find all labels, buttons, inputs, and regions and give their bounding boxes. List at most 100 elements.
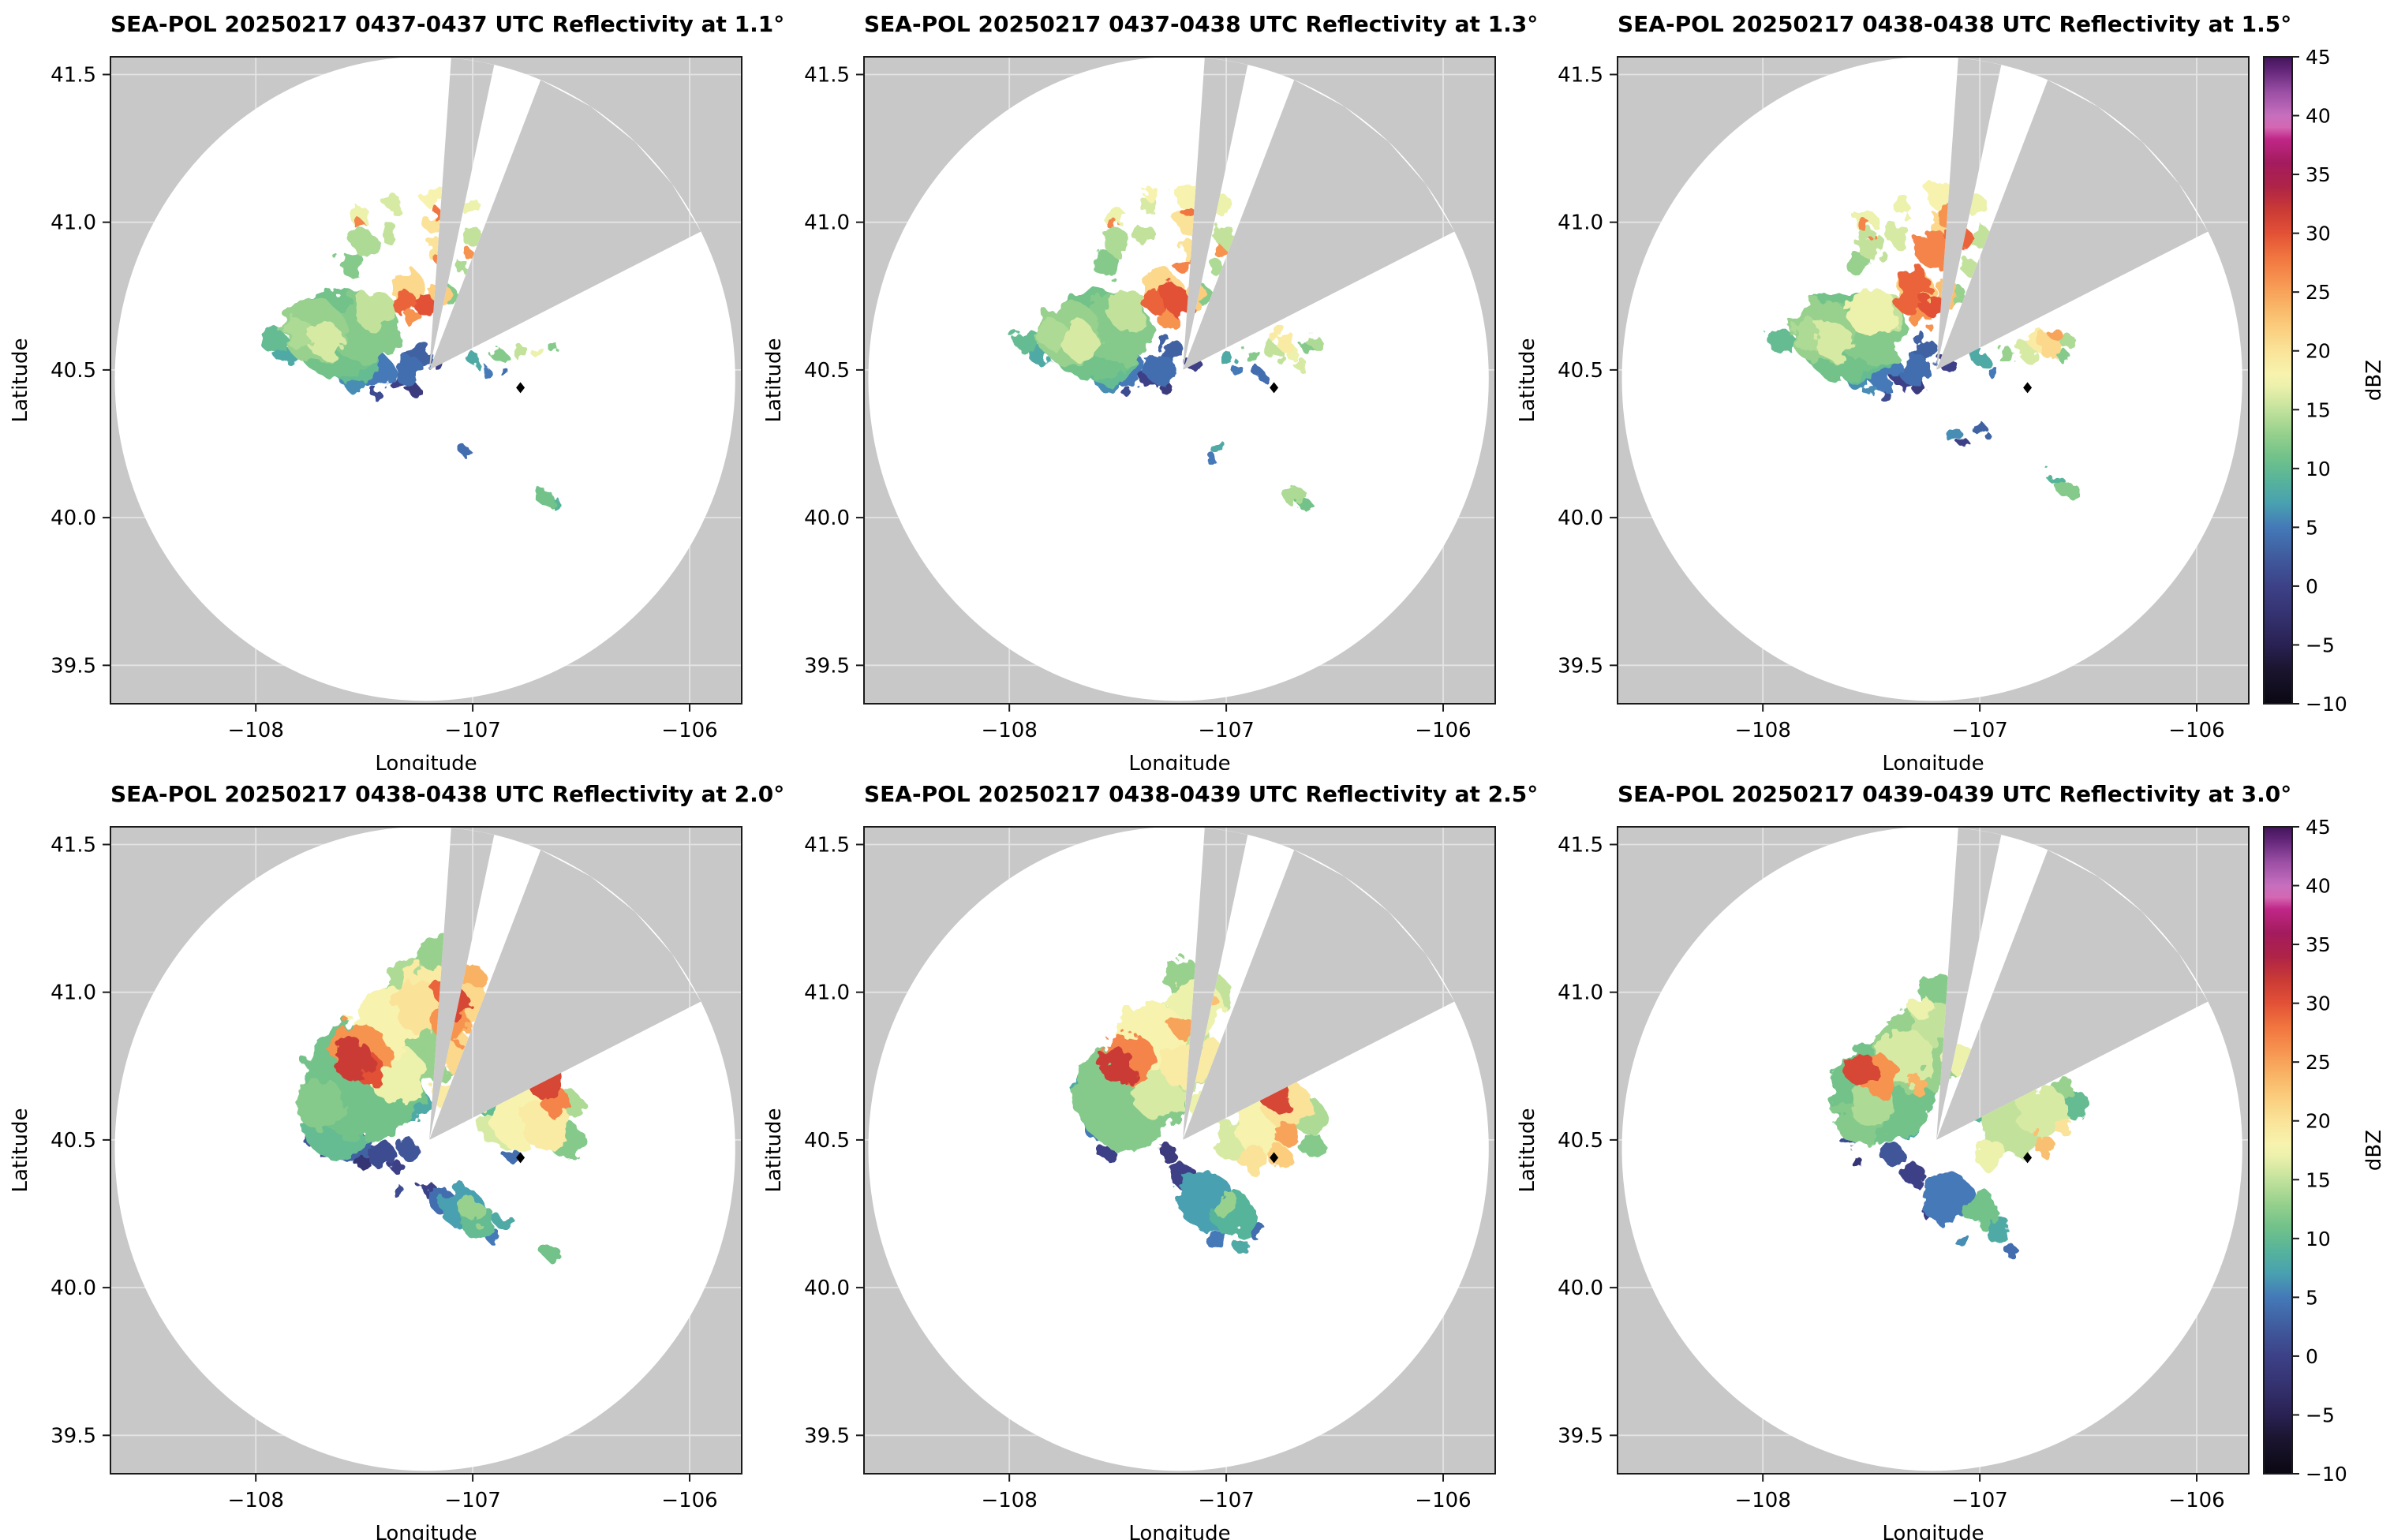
svg-text:−106: −106: [661, 719, 717, 742]
svg-text:0: 0: [2306, 1345, 2318, 1368]
colorbar-label: dBZ: [2362, 1130, 2386, 1171]
svg-text:41.5: 41.5: [50, 63, 96, 87]
panel-reflectivity-1.5deg: SEA-POL 20250217 0438-0438 UTC Reflectiv…: [1507, 0, 2292, 770]
svg-text:41.0: 41.0: [50, 981, 96, 1005]
svg-text:5: 5: [2306, 1286, 2318, 1309]
panel-reflectivity-1.3deg: SEA-POL 20250217 0437-0438 UTC Reflectiv…: [754, 0, 1539, 770]
radar-ppi-plot: −108 −107 −106 41.5 41.0 40.5 40.0 39.5 Longitud…: [762, 56, 1496, 770]
svg-text:40.5: 40.5: [804, 359, 850, 383]
panel-title: SEA-POL 20250217 0437-0438 UTC Reflectiv…: [864, 11, 1539, 37]
svg-text:35: 35: [2306, 933, 2331, 956]
svg-text:41.0: 41.0: [1558, 981, 1603, 1005]
svg-text:−106: −106: [1415, 719, 1471, 742]
dbz-colorbar: 45 40 35 30 25 20 15 10 5 0 −5 −10 dBZ: [2263, 46, 2386, 716]
svg-text:41.0: 41.0: [804, 211, 850, 235]
radar-ppi-plot: −108 −107 −106 41.5 41.0 40.5 40.0 39.5 Longitud…: [9, 826, 742, 1540]
svg-text:−107: −107: [1198, 719, 1254, 742]
svg-text:−107: −107: [1951, 1489, 2007, 1512]
svg-text:40: 40: [2306, 105, 2331, 128]
svg-text:−10: −10: [2306, 693, 2347, 716]
svg-text:39.5: 39.5: [50, 654, 96, 678]
colorbar-label: dBZ: [2362, 360, 2386, 401]
svg-text:−108: −108: [227, 1489, 283, 1512]
panel-title: SEA-POL 20250217 0437-0437 UTC Reflectiv…: [110, 11, 785, 37]
svg-text:15: 15: [2306, 398, 2331, 421]
svg-text:39.5: 39.5: [1558, 654, 1603, 678]
svg-text:41.0: 41.0: [1558, 211, 1603, 235]
svg-text:−108: −108: [227, 719, 283, 742]
svg-text:10: 10: [2306, 458, 2331, 480]
svg-text:−107: −107: [444, 719, 500, 742]
y-axis-label: Latitude: [9, 1108, 32, 1192]
svg-text:−108: −108: [981, 1489, 1037, 1512]
svg-text:40.5: 40.5: [804, 1129, 850, 1153]
svg-text:40.5: 40.5: [1558, 1129, 1603, 1153]
x-axis-label: Longitude: [1128, 752, 1230, 770]
panel-title: SEA-POL 20250217 0438-0439 UTC Reflectiv…: [864, 781, 1539, 807]
panel-reflectivity-2.0deg: SEA-POL 20250217 0438-0438 UTC Reflectiv…: [0, 770, 785, 1540]
colorbar-row-1: 45 40 35 30 25 20 15 10 5 0 −5 −10 dBZ: [2261, 0, 2405, 770]
svg-text:39.5: 39.5: [1558, 1424, 1603, 1448]
radar-ppi-plot: −108 −107 −106 41.5 41.0 40.5 40.0 39.5 Longitud…: [1516, 56, 2250, 770]
panel-reflectivity-2.5deg: SEA-POL 20250217 0438-0439 UTC Reflectiv…: [754, 770, 1539, 1540]
svg-text:45: 45: [2306, 816, 2331, 839]
x-axis-label: Longitude: [1882, 1522, 1984, 1540]
dbz-colorbar: 45 40 35 30 25 20 15 10 5 0 −5 −10 dBZ: [2263, 816, 2386, 1486]
svg-text:40.5: 40.5: [1558, 359, 1603, 383]
radar-ppi-plot: −108 −107 −106 41.5 41.0 40.5 40.0 39.5 Longitud…: [1516, 826, 2250, 1540]
svg-text:40: 40: [2306, 875, 2331, 898]
svg-text:0: 0: [2306, 575, 2318, 598]
svg-text:41.0: 41.0: [50, 211, 96, 235]
x-axis-label: Longitude: [375, 1522, 477, 1540]
svg-text:−10: −10: [2306, 1463, 2347, 1486]
svg-text:−5: −5: [2306, 634, 2335, 656]
svg-text:−108: −108: [1734, 719, 1790, 742]
y-axis-label: Latitude: [1516, 338, 1539, 422]
svg-text:−106: −106: [1415, 1489, 1471, 1512]
colorbar-row-2: 45 40 35 30 25 20 15 10 5 0 −5 −10 dBZ: [2261, 770, 2405, 1540]
svg-text:41.5: 41.5: [50, 833, 96, 857]
panel-title: SEA-POL 20250217 0439-0439 UTC Reflectiv…: [1618, 781, 2292, 807]
svg-text:−107: −107: [444, 1489, 500, 1512]
svg-text:20: 20: [2306, 1110, 2331, 1133]
svg-text:−108: −108: [981, 719, 1037, 742]
svg-text:−106: −106: [661, 1489, 717, 1512]
x-axis-label: Longitude: [375, 752, 477, 770]
y-axis-label: Latitude: [762, 1108, 786, 1192]
svg-text:40.5: 40.5: [50, 1129, 96, 1153]
x-axis-label: Longitude: [1882, 752, 1984, 770]
panel-reflectivity-1.1deg: SEA-POL 20250217 0437-0437 UTC Reflectiv…: [0, 0, 785, 770]
radar-ppi-plot: −108 −107 −106 41.5 41.0 40.5 40.0 39.5 Longitud…: [9, 56, 742, 770]
svg-text:41.5: 41.5: [1558, 833, 1603, 857]
svg-text:−106: −106: [2168, 719, 2224, 742]
svg-text:45: 45: [2306, 46, 2331, 69]
svg-text:40.0: 40.0: [1558, 1276, 1603, 1300]
y-axis-label: Latitude: [762, 338, 786, 422]
radar-ppi-plot: −108 −107 −106 41.5 41.0 40.5 40.0 39.5 Longitud…: [762, 826, 1496, 1540]
svg-text:41.5: 41.5: [1558, 63, 1603, 87]
svg-text:20: 20: [2306, 340, 2331, 363]
svg-text:−107: −107: [1198, 1489, 1254, 1512]
panel-title: SEA-POL 20250217 0438-0438 UTC Reflectiv…: [110, 781, 785, 807]
svg-text:15: 15: [2306, 1168, 2331, 1191]
svg-text:25: 25: [2306, 281, 2331, 304]
svg-text:−107: −107: [1951, 719, 2007, 742]
svg-text:30: 30: [2306, 992, 2331, 1015]
panel-reflectivity-3.0deg: SEA-POL 20250217 0439-0439 UTC Reflectiv…: [1507, 770, 2292, 1540]
svg-text:41.0: 41.0: [804, 981, 850, 1005]
svg-text:−5: −5: [2306, 1404, 2335, 1426]
svg-text:−106: −106: [2168, 1489, 2224, 1512]
svg-text:40.0: 40.0: [804, 1276, 850, 1300]
svg-text:35: 35: [2306, 163, 2331, 186]
svg-text:41.5: 41.5: [804, 63, 850, 87]
panel-title: SEA-POL 20250217 0438-0438 UTC Reflectiv…: [1618, 11, 2292, 37]
svg-text:39.5: 39.5: [804, 654, 850, 678]
svg-text:41.5: 41.5: [804, 833, 850, 857]
svg-text:39.5: 39.5: [50, 1424, 96, 1448]
x-axis-label: Longitude: [1128, 1522, 1230, 1540]
svg-text:40.0: 40.0: [50, 506, 96, 530]
svg-text:5: 5: [2306, 516, 2318, 539]
svg-text:30: 30: [2306, 222, 2331, 245]
svg-text:40.0: 40.0: [50, 1276, 96, 1300]
